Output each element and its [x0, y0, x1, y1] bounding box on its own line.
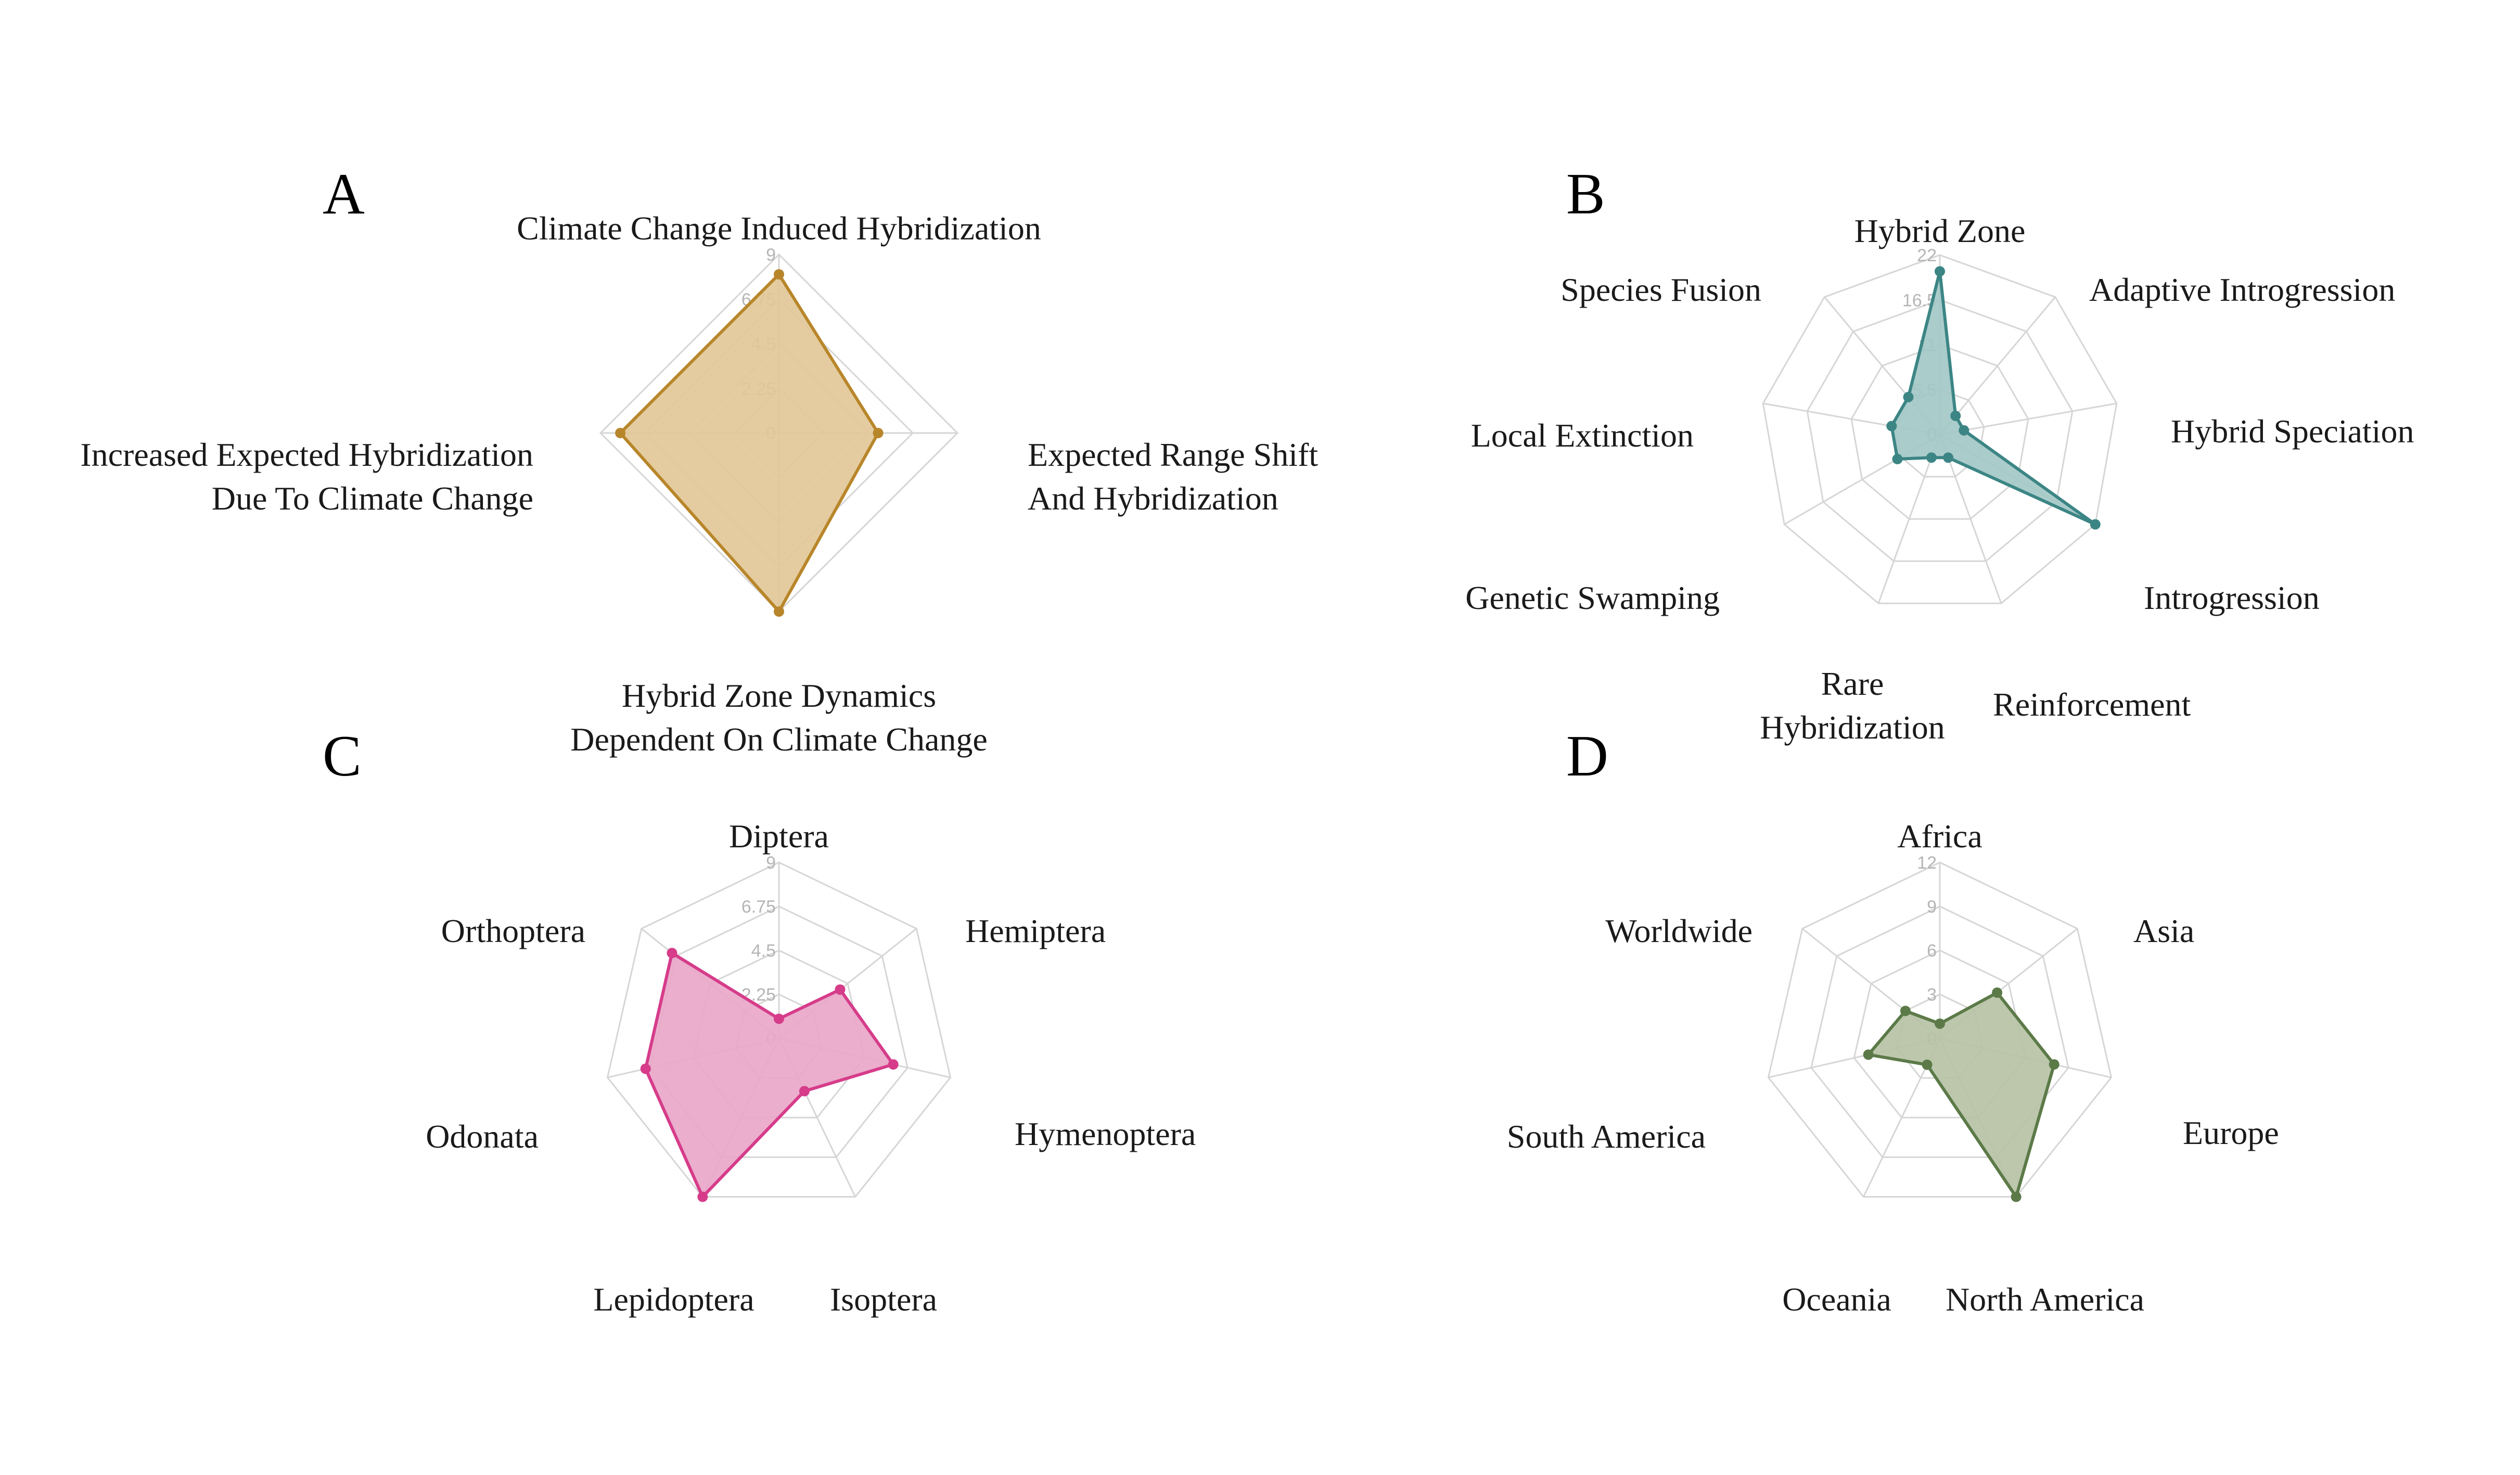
series-area: [644, 951, 895, 1199]
radar-panel-d: D036912AfricaAsiaEuropeNorth AmericaOcea…: [1507, 724, 2279, 1318]
data-point: [1903, 391, 1914, 402]
data-point: [697, 1191, 708, 1202]
axis-label: Local Extinction: [1471, 417, 1694, 454]
data-point: [774, 606, 784, 617]
axis-label: Hybrid Zone: [1854, 212, 2026, 249]
series-area: [1890, 270, 2097, 526]
data-point: [1943, 452, 1954, 463]
data-point: [1926, 452, 1937, 463]
axis-label: Odonata: [426, 1118, 539, 1155]
grid-spoke: [1939, 402, 2117, 436]
grid-ring: [1767, 861, 2113, 1198]
series-area: [619, 273, 880, 613]
grid-ring: [1762, 254, 2118, 604]
tick-label: 9: [766, 245, 776, 265]
tick-label: 4.5: [751, 941, 776, 961]
grid-ring: [1853, 949, 2027, 1118]
axis-label: Reinforcement: [1993, 686, 2191, 723]
grid-ring: [606, 861, 952, 1198]
panel-letter: B: [1566, 162, 1605, 226]
tick-label: 12: [1917, 853, 1937, 873]
panel-letter: C: [323, 724, 362, 789]
radar-panel-a: A02.254.56.759Climate Change Induced Hyb…: [80, 162, 1318, 758]
tick-label: 9: [1927, 897, 1937, 917]
data-point: [835, 984, 846, 995]
axis-label: Introgression: [2144, 579, 2320, 616]
axis-label: Hybrid Zone Dynamics Dependent On Climate…: [570, 677, 988, 758]
data-point: [799, 1086, 810, 1097]
axis-label: Hybrid Speciation: [2171, 413, 2414, 450]
axis-label: South America: [1507, 1118, 1706, 1155]
data-point: [873, 428, 884, 438]
grid-spoke: [1939, 434, 2002, 604]
data-point: [774, 1013, 784, 1024]
grid-ring: [1806, 299, 2074, 562]
data-point: [1863, 1049, 1874, 1060]
series-area: [1866, 991, 2056, 1199]
data-point: [1992, 987, 2003, 998]
tick-label: 6.75: [741, 897, 776, 917]
data-point: [667, 948, 677, 959]
axis-label: Hymenoptera: [1015, 1115, 1196, 1152]
axis-label: Europe: [2183, 1114, 2279, 1151]
data-point: [615, 428, 626, 438]
data-point: [2090, 519, 2101, 530]
tick-label: 9: [766, 853, 776, 873]
panel-letter: A: [323, 162, 365, 226]
axis-label: Increased Expected Hybridization Due To C…: [80, 436, 533, 517]
axis-label: Isoptera: [830, 1281, 937, 1318]
data-point: [888, 1059, 899, 1070]
data-point: [1892, 454, 1903, 465]
data-point: [2049, 1059, 2060, 1070]
axis-label: Species Fusion: [1560, 271, 1761, 308]
grid-spoke: [1939, 296, 2056, 435]
tick-label: 3: [1927, 985, 1937, 1005]
radar-panel-c: C02.254.56.759DipteraHemipteraHymenopter…: [323, 724, 1196, 1318]
axis-label: Oceania: [1782, 1281, 1891, 1318]
axis-label: Lepidoptera: [593, 1281, 754, 1318]
axis-label: Rare Hybridization: [1760, 665, 1945, 746]
axis-label: Asia: [2133, 912, 2194, 949]
data-point: [1950, 410, 1961, 421]
tick-label: 22: [1917, 246, 1937, 265]
axis-label: Orthoptera: [441, 912, 585, 949]
axis-label: North America: [1946, 1281, 2144, 1318]
data-point: [2011, 1191, 2022, 1202]
data-point: [1886, 421, 1897, 431]
axis-label: Africa: [1897, 818, 1982, 855]
data-point: [640, 1063, 651, 1074]
data-point: [774, 269, 784, 280]
data-point: [1935, 266, 1945, 277]
data-point: [1959, 425, 1969, 436]
data-point: [1935, 1018, 1945, 1029]
axis-label: Expected Range Shift And Hybridization: [1028, 436, 1318, 517]
axis-label: Worldwide: [1605, 912, 1753, 949]
data-point: [1900, 1006, 1911, 1016]
axis-label: Climate Change Induced Hybridization: [517, 210, 1041, 247]
axis-label: Hemiptera: [965, 912, 1106, 949]
axis-label: Diptera: [729, 818, 829, 855]
data-point: [1922, 1059, 1933, 1070]
grid-spoke: [1877, 434, 1941, 604]
axis-label: Adaptive Introgression: [2089, 271, 2395, 308]
grid-ring: [1850, 344, 2029, 520]
axis-label: Genetic Swamping: [1465, 579, 1720, 616]
grid-ring: [1810, 905, 2069, 1158]
tick-label: 6: [1927, 941, 1937, 961]
panel-letter: D: [1566, 724, 1608, 789]
